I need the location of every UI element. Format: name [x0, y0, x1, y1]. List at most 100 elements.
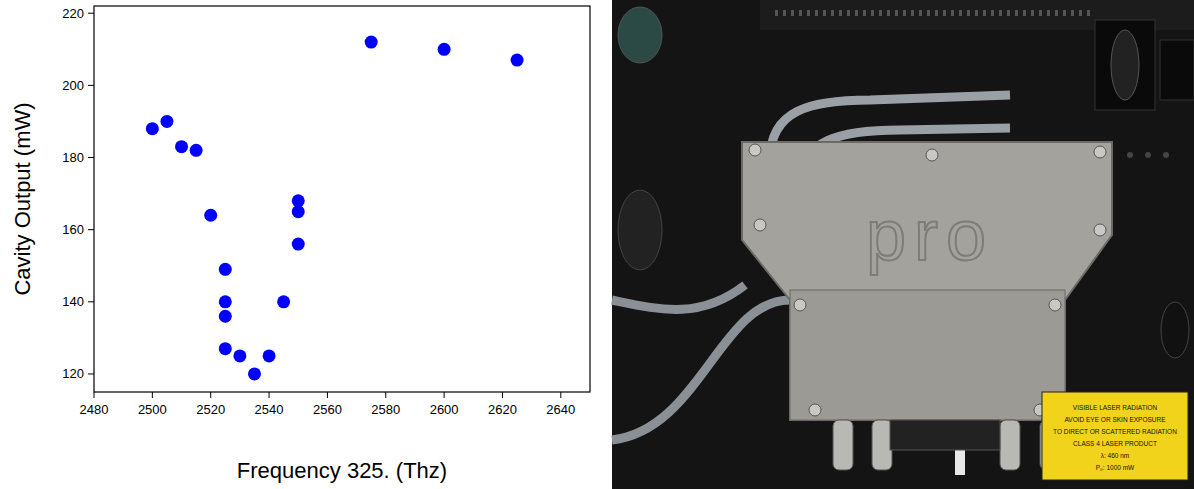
x-tick: [152, 392, 153, 398]
rail-hole: [807, 10, 810, 16]
data-point: [511, 54, 524, 67]
x-tick-label: 2540: [255, 402, 284, 417]
data-point: [219, 295, 232, 308]
rail-hole: [791, 10, 794, 16]
connector-board: [890, 420, 1000, 450]
data-point: [292, 238, 305, 251]
warning-text: P₀: 1000 mW: [1096, 464, 1135, 471]
rail-hole: [887, 10, 890, 16]
warning-text: CLASS 4 LASER PRODUCT: [1073, 440, 1157, 447]
mirror-mount: [618, 7, 662, 63]
x-tick: [269, 392, 270, 398]
rail-hole: [911, 10, 914, 16]
rail-hole: [951, 10, 954, 16]
rail-hole: [927, 10, 930, 16]
rail-hole: [783, 10, 786, 16]
screw: [754, 219, 766, 231]
warning-text: VISIBLE LASER RADIATION: [1073, 404, 1158, 411]
photo-background: [612, 0, 1194, 489]
rail-hole: [831, 10, 834, 16]
rail-hole: [1007, 10, 1010, 16]
screw: [794, 299, 806, 311]
optic-left: [618, 190, 662, 270]
rail-hole: [991, 10, 994, 16]
rail-hole: [903, 10, 906, 16]
y-tick-label: 120: [62, 366, 84, 381]
rail-hole: [1063, 10, 1066, 16]
screw: [749, 144, 761, 156]
warning-text: AVOID EYE OR SKIN EXPOSURE: [1064, 416, 1166, 423]
warning-text: λ: 460 nm: [1101, 452, 1130, 459]
data-point: [160, 115, 173, 128]
y-tick: [88, 301, 94, 302]
optic-mount: [1095, 20, 1155, 110]
data-point: [175, 140, 188, 153]
y-tick-label: 200: [62, 78, 84, 93]
rail-hole: [935, 10, 938, 16]
rail-hole: [871, 10, 874, 16]
knob: [872, 420, 892, 470]
rail-hole: [959, 10, 962, 16]
rail-hole: [863, 10, 866, 16]
y-tick-label: 180: [62, 150, 84, 165]
x-tick: [94, 392, 95, 398]
data-point: [219, 310, 232, 323]
data-point: [190, 144, 203, 157]
x-tick: [502, 392, 503, 398]
y-tick-label: 140: [62, 294, 84, 309]
photo: proVISIBLE LASER RADIATIONAVOID EYE OR S…: [612, 0, 1194, 489]
y-tick: [88, 373, 94, 374]
x-tick: [327, 392, 328, 398]
data-point: [263, 349, 276, 362]
warning-label: [1042, 392, 1188, 480]
screw: [1094, 224, 1106, 236]
y-axis-title: Cavity Output (mW): [10, 102, 35, 295]
rail-hole: [1023, 10, 1026, 16]
y-tick-label: 160: [62, 222, 84, 237]
y-tick: [88, 157, 94, 158]
screw: [1049, 299, 1061, 311]
x-tick: [444, 392, 445, 398]
data-points: [146, 36, 524, 381]
x-tick-label: 2520: [196, 402, 225, 417]
data-point: [292, 205, 305, 218]
y-tick-label: 220: [62, 6, 84, 21]
data-point: [219, 342, 232, 355]
rail-hole: [1015, 10, 1018, 16]
x-tick: [210, 392, 211, 398]
laser-housing-lower: [790, 290, 1065, 420]
rail-hole: [1055, 10, 1058, 16]
rail-hole: [855, 10, 858, 16]
screw: [809, 404, 821, 416]
x-tick: [560, 392, 561, 398]
x-tick-label: 2640: [546, 402, 575, 417]
data-point: [365, 36, 378, 49]
rail-hole: [1071, 10, 1074, 16]
laser-housing: [742, 142, 1112, 420]
rail-hole: [775, 10, 778, 16]
rail-hole: [839, 10, 842, 16]
optic-mount: [1160, 40, 1194, 100]
optic-lens: [1111, 30, 1139, 100]
y-tick: [88, 13, 94, 14]
rail-hole: [799, 10, 802, 16]
knob: [833, 420, 853, 470]
figure: 2480250025202540256025802600262026401201…: [0, 0, 1194, 489]
data-point: [233, 349, 246, 362]
rail-hole: [967, 10, 970, 16]
rail-hole: [1087, 10, 1090, 16]
cable: [612, 285, 745, 309]
rail-hole: [823, 10, 826, 16]
x-tick-label: 2500: [138, 402, 167, 417]
rail-hole: [815, 10, 818, 16]
screw: [1094, 146, 1106, 158]
data-point: [219, 263, 232, 276]
rail-hole: [943, 10, 946, 16]
x-tick-label: 2480: [80, 402, 109, 417]
x-tick-label: 2560: [313, 402, 342, 417]
data-point: [277, 295, 290, 308]
rail-hole: [1031, 10, 1034, 16]
data-point: [204, 209, 217, 222]
rail-hole: [879, 10, 882, 16]
rail-hole: [919, 10, 922, 16]
